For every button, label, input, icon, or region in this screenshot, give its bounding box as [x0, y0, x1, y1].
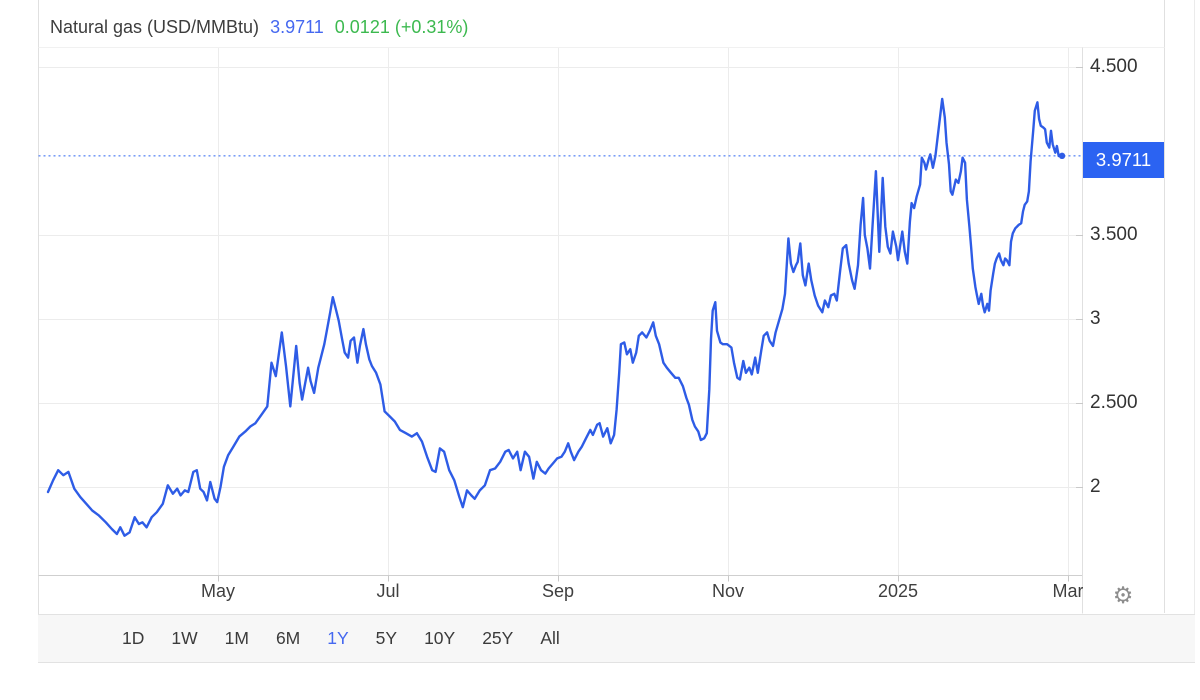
range-toolbar: 1D 1W 1M 6M 1Y 5Y 10Y 25Y All — [38, 614, 1195, 663]
current-price-text: 3.9711 — [270, 17, 324, 37]
range-button-1d[interactable]: 1D — [122, 628, 145, 648]
settings-gear-icon[interactable]: ⚙ — [1112, 582, 1134, 608]
x-axis-labels: May Jul Sep Nov 2025 Mar — [38, 581, 1083, 609]
x-axis-label: 2025 — [877, 581, 919, 601]
last-point-marker — [1058, 152, 1066, 160]
range-button-5y[interactable]: 5Y — [375, 628, 398, 648]
range-button-1m[interactable]: 1M — [224, 628, 249, 648]
instrument-title: Natural gas (USD/MMBtu) — [50, 17, 260, 37]
range-button-6m[interactable]: 6M — [275, 628, 301, 648]
x-axis-label: Jul — [376, 581, 400, 601]
x-axis-label: May — [200, 581, 235, 601]
range-button-10y[interactable]: 10Y — [424, 628, 456, 648]
price-change-text: 0.0121 (+0.31%) — [334, 17, 469, 37]
y-axis-label: 3.500 — [1090, 224, 1138, 245]
price-badge: 3.9711 — [1083, 142, 1164, 178]
range-button-1y[interactable]: 1Y — [327, 628, 349, 648]
y-axis-label: 3 — [1090, 308, 1101, 329]
quote-header: Natural gas (USD/MMBtu) 3.9711 0.0121 (+… — [50, 17, 468, 38]
plot-area[interactable] — [39, 48, 1083, 576]
price-series-line — [46, 97, 1064, 537]
y-axis-label: 2.500 — [1090, 392, 1138, 413]
range-button-all[interactable]: All — [540, 628, 560, 648]
price-badge-label: 3.9711 — [1095, 149, 1152, 170]
x-axis-label: Nov — [711, 581, 744, 601]
range-button-25y[interactable]: 25Y — [482, 628, 514, 648]
x-axis-label: Sep — [541, 581, 575, 601]
range-button-1w[interactable]: 1W — [171, 628, 198, 648]
x-axis-label: Mar — [1052, 581, 1084, 601]
y-axis-label: 4.500 — [1090, 56, 1138, 77]
y-axis-label: 2 — [1090, 476, 1101, 497]
